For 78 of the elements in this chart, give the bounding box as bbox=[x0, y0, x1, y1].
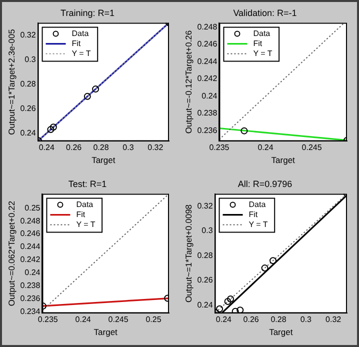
point bbox=[227, 295, 234, 302]
point bbox=[224, 298, 232, 305]
legend-label: Fit bbox=[253, 39, 263, 48]
legend-label: Fit bbox=[72, 39, 82, 48]
x-tick-label: 0.24 bbox=[216, 315, 232, 324]
y-tick-label: 0.248 bbox=[20, 216, 41, 226]
legend-label: Y = T bbox=[248, 220, 268, 230]
y-tick-label: 0.248 bbox=[197, 22, 218, 32]
legend-label: Y = T bbox=[253, 49, 272, 58]
y-tick-label: 0.24 bbox=[20, 128, 36, 138]
x-tick-label: 0.245 bbox=[302, 143, 322, 152]
chart-title: Test: R=1 bbox=[68, 178, 107, 189]
chart-title: Training: R=1 bbox=[60, 8, 114, 18]
y-tick-label: 0.25 bbox=[24, 203, 41, 212]
x-tick-label: 0.26 bbox=[66, 143, 82, 152]
y-tick-label: 0.234 bbox=[20, 307, 41, 316]
x-axis-title: Target bbox=[269, 327, 294, 338]
y-tick-label: 0.242 bbox=[20, 255, 41, 264]
x-axis-title: Target bbox=[92, 155, 116, 166]
x-tick-label: 0.24 bbox=[258, 143, 274, 152]
y-tick-label: 0.28 bbox=[197, 250, 214, 260]
y-tick-label: 0.236 bbox=[197, 126, 218, 136]
y-tick-label: 0.3 bbox=[202, 226, 214, 236]
y-tick-label: 0.28 bbox=[20, 79, 36, 88]
y-tick-label: 0.236 bbox=[20, 294, 41, 304]
legend-label: Y = T bbox=[72, 49, 91, 58]
y-tick-label: 0.244 bbox=[197, 56, 218, 66]
y-axis-title: Output~=1*Target+2.3e-005 bbox=[6, 28, 16, 135]
x-tick-label: 0.3 bbox=[122, 143, 134, 152]
y-tick-label: 0.26 bbox=[20, 104, 36, 113]
y-tick-label: 0.242 bbox=[197, 74, 218, 84]
point bbox=[261, 264, 268, 272]
point bbox=[216, 305, 224, 312]
y-tick-label: 0.238 bbox=[197, 108, 218, 118]
x-tick-label: 0.26 bbox=[243, 315, 260, 324]
legend-label: Data bbox=[72, 29, 90, 38]
x-tick-label: 0.235 bbox=[38, 315, 58, 324]
x-tick-label: 0.32 bbox=[326, 315, 342, 324]
legend-label: Fit bbox=[76, 210, 86, 220]
x-tick-label: 0.28 bbox=[93, 143, 110, 152]
point bbox=[47, 126, 54, 134]
legend-label: Data bbox=[253, 29, 271, 38]
legend-label: Fit bbox=[248, 210, 258, 220]
y-tick-label: 0.24 bbox=[202, 91, 218, 100]
x-tick-label: 0.24 bbox=[38, 143, 55, 152]
y-tick-label: 0.246 bbox=[197, 40, 218, 49]
legend-label: Data bbox=[248, 200, 266, 210]
y-tick-label: 0.246 bbox=[20, 229, 41, 238]
x-tick-label: 0.3 bbox=[300, 315, 312, 324]
x-tick-label: 0.24 bbox=[75, 315, 92, 324]
legend-label: Data bbox=[76, 200, 94, 210]
y-axis-title: Output~=0.062*Target+0.22 bbox=[6, 200, 16, 306]
x-axis-title: Target bbox=[271, 155, 296, 166]
y-tick-label: 0.26 bbox=[197, 276, 214, 285]
x-tick-label: 0.25 bbox=[146, 315, 162, 324]
y-tick-label: 0.3 bbox=[24, 54, 36, 64]
legend-label: Y = T bbox=[76, 220, 96, 230]
y-axis-title: Output~=1*Target+0.0098 bbox=[183, 204, 194, 303]
y-tick-label: 0.32 bbox=[20, 30, 36, 40]
y-tick-label: 0.238 bbox=[20, 281, 41, 290]
y-tick-label: 0.244 bbox=[20, 242, 41, 252]
point bbox=[92, 86, 100, 93]
point bbox=[232, 308, 239, 314]
x-tick-label: 0.245 bbox=[108, 315, 129, 324]
x-tick-label: 0.235 bbox=[209, 143, 230, 152]
y-tick-label: 0.24 bbox=[24, 268, 41, 278]
chart-title: All: R=0.9796 bbox=[238, 178, 292, 189]
y-tick-label: 0.32 bbox=[197, 201, 214, 210]
point bbox=[84, 92, 91, 100]
y-axis-title: Output~=-0.12*Target+0.26 bbox=[183, 30, 194, 134]
point bbox=[236, 306, 244, 314]
y-tick-label: 0.24 bbox=[197, 300, 214, 310]
point bbox=[270, 257, 277, 264]
x-tick-label: 0.28 bbox=[270, 315, 287, 324]
point bbox=[50, 124, 57, 131]
chart-title: Validation: R=-1 bbox=[233, 8, 297, 18]
x-tick-label: 0.32 bbox=[148, 143, 164, 152]
x-axis-title: Target bbox=[94, 327, 118, 338]
